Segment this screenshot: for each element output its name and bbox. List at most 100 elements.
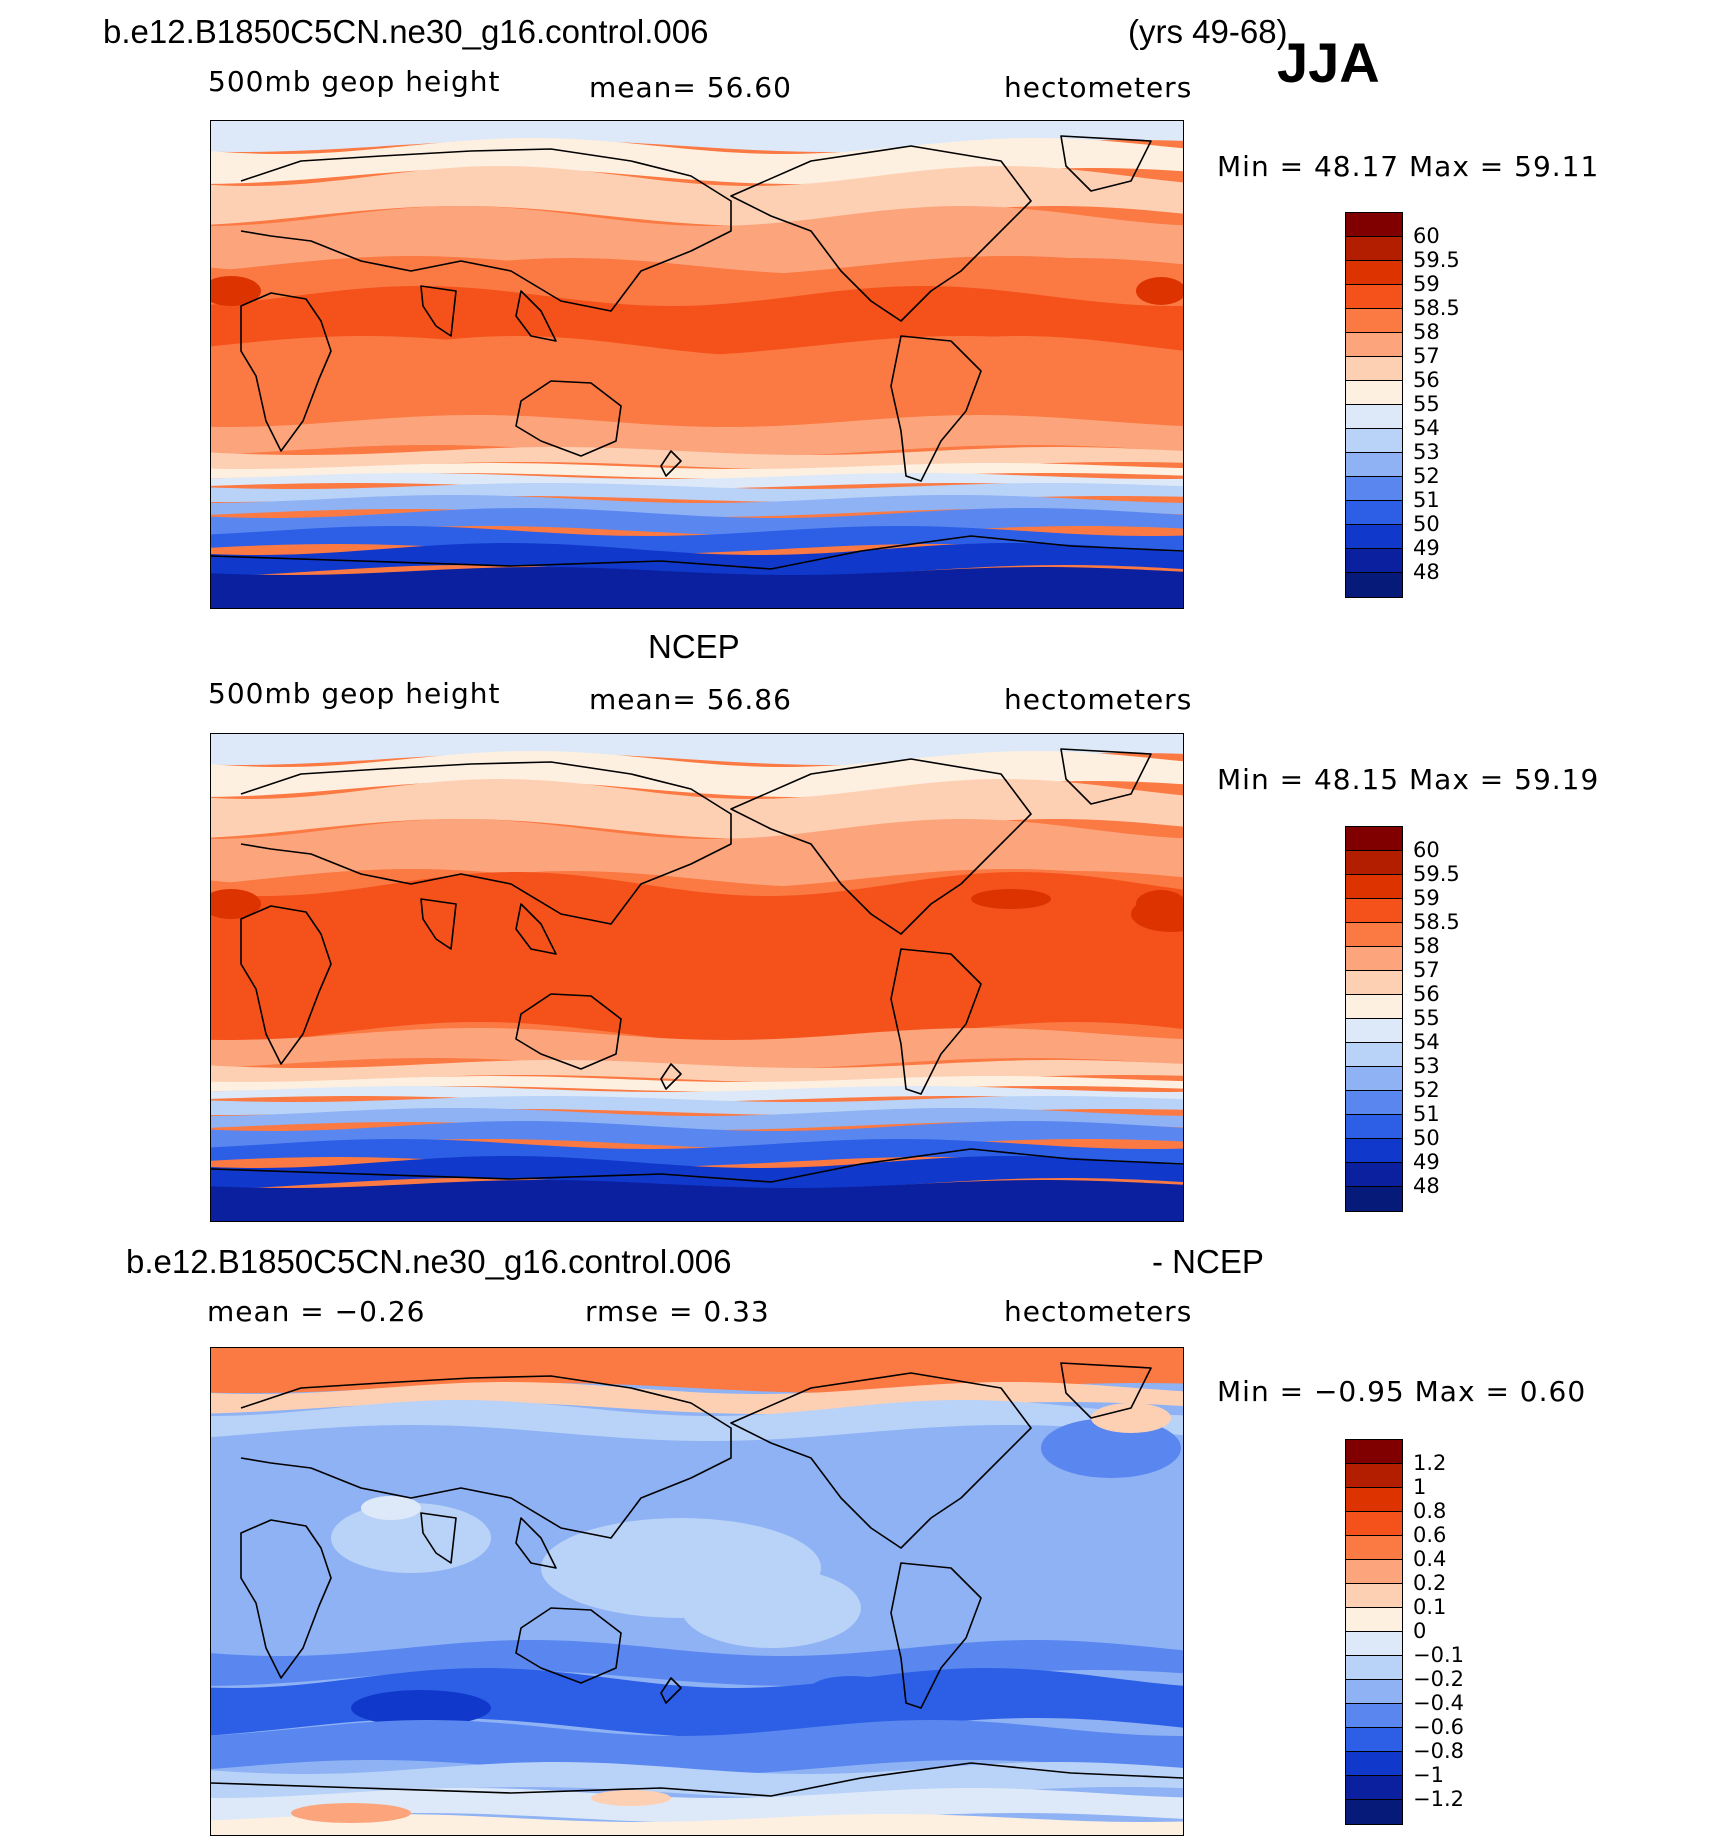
colorbar-label: 50 <box>1413 512 1440 536</box>
contour-band <box>211 495 1183 517</box>
coastline <box>890 335 982 482</box>
colorbar-swatch <box>1346 381 1402 405</box>
colorbar-label: −0.1 <box>1413 1643 1464 1667</box>
colorbar-swatch <box>1346 1776 1402 1800</box>
panel3-units: hectometers <box>1004 1295 1193 1328</box>
colorbar-label: 55 <box>1413 392 1440 416</box>
panel3-minmax: Min = −0.95 Max = 0.60 <box>1217 1375 1587 1408</box>
coastline <box>515 1607 622 1684</box>
colorbar-swatch <box>1346 1536 1402 1560</box>
panel1-map <box>210 120 1184 609</box>
colorbar-label: 57 <box>1413 344 1440 368</box>
colorbar-label: 56 <box>1413 982 1440 1006</box>
colorbar-label: 56 <box>1413 368 1440 392</box>
panel3-contour-map <box>211 1348 1183 1835</box>
colorbar-label: 58.5 <box>1413 910 1460 934</box>
colorbar-label: −0.6 <box>1413 1715 1464 1739</box>
panel1-title: b.e12.B1850C5CN.ne30_g16.control.006 <box>103 13 709 50</box>
colorbar-swatch <box>1346 1800 1402 1824</box>
colorbar-label: 59 <box>1413 272 1440 296</box>
colorbar-swatch <box>1346 1752 1402 1776</box>
colorbar-label: 59 <box>1413 886 1440 910</box>
colorbar-swatch <box>1346 1728 1402 1752</box>
coastline <box>211 1762 1183 1797</box>
coastline <box>420 1512 457 1564</box>
coastline <box>730 1372 1032 1549</box>
contour-cell <box>361 1496 421 1520</box>
colorbar-label: 51 <box>1413 1102 1440 1126</box>
panel3-rmse: rmse = 0.33 <box>585 1295 770 1328</box>
contour-band <box>211 567 1183 608</box>
coastline <box>1060 1362 1152 1419</box>
colorbar-label: 1.2 <box>1413 1451 1447 1475</box>
contour-band <box>211 819 1183 889</box>
colorbar-label: −1.2 <box>1413 1787 1464 1811</box>
panel1-variable: 500mb geop height <box>208 65 501 98</box>
contour-band <box>211 1814 1183 1835</box>
contour-band <box>211 1180 1183 1221</box>
colorbar-swatch <box>1346 333 1402 357</box>
colorbar-swatch <box>1346 899 1402 923</box>
contour-cell <box>351 1690 491 1726</box>
colorbar-swatch <box>1346 1067 1402 1091</box>
season-label: JJA <box>1277 31 1380 94</box>
contour-cell <box>971 889 1051 909</box>
colorbar-swatch <box>1346 525 1402 549</box>
colorbar-label: 0.8 <box>1413 1499 1447 1523</box>
colorbar-label: 59.5 <box>1413 248 1460 272</box>
colorbar-swatch <box>1346 237 1402 261</box>
coastline <box>890 1562 982 1709</box>
coastline <box>211 1148 1183 1183</box>
colorbar-label: 0.2 <box>1413 1571 1447 1595</box>
colorbar-label: 49 <box>1413 536 1440 560</box>
colorbar-swatch <box>1346 1584 1402 1608</box>
contour-band <box>211 206 1183 276</box>
colorbar-swatch <box>1346 1704 1402 1728</box>
colorbar-swatch <box>1346 477 1402 501</box>
colorbar-label: 58.5 <box>1413 296 1460 320</box>
colorbar-label: 1 <box>1413 1475 1427 1499</box>
colorbar-label: 52 <box>1413 464 1440 488</box>
panel2-mean: mean= 56.86 <box>589 683 792 716</box>
colorbar-swatch <box>1346 971 1402 995</box>
panel3-mean: mean = −0.26 <box>207 1295 426 1328</box>
coastline <box>730 758 1032 935</box>
colorbar-label: 58 <box>1413 934 1440 958</box>
colorbar-label: 52 <box>1413 1078 1440 1102</box>
coastline <box>1060 748 1152 805</box>
colorbar-swatch <box>1346 995 1402 1019</box>
colorbar-swatch <box>1346 1560 1402 1584</box>
colorbar-label: −0.2 <box>1413 1667 1464 1691</box>
contour-band <box>211 463 1183 479</box>
colorbar-swatch <box>1346 1187 1402 1211</box>
panel2-contour-map <box>211 734 1183 1221</box>
panel1-units: hectometers <box>1004 71 1193 104</box>
colorbar-swatch <box>1346 501 1402 525</box>
colorbar-swatch <box>1346 549 1402 573</box>
contour-band <box>211 1156 1183 1190</box>
colorbar-label: −0.8 <box>1413 1739 1464 1763</box>
contour-cell <box>681 1568 861 1648</box>
colorbar-swatch <box>1346 1512 1402 1536</box>
panel1-mean: mean= 56.60 <box>589 71 792 104</box>
colorbar-label: 54 <box>1413 1030 1440 1054</box>
colorbar-swatch <box>1346 573 1402 597</box>
colorbar-swatch <box>1346 261 1402 285</box>
coastline <box>515 290 557 342</box>
panel3-title-right: - NCEP <box>1152 1243 1264 1280</box>
colorbar-label: 57 <box>1413 958 1440 982</box>
colorbar-swatch <box>1346 309 1402 333</box>
colorbar-swatch <box>1346 1656 1402 1680</box>
colorbar-swatch <box>1346 1115 1402 1139</box>
coastline <box>515 1517 557 1569</box>
contour-cell <box>211 276 261 306</box>
coastline <box>420 285 457 337</box>
colorbar-label: 48 <box>1413 560 1440 584</box>
colorbar-label: −1 <box>1413 1763 1444 1787</box>
contour-band <box>211 1400 1183 1441</box>
years-label: (yrs 49-68) <box>1128 13 1288 50</box>
coastline <box>1060 135 1152 192</box>
colorbar-swatch <box>1346 1163 1402 1187</box>
colorbar-label: 51 <box>1413 488 1440 512</box>
colorbar-swatch <box>1346 1680 1402 1704</box>
